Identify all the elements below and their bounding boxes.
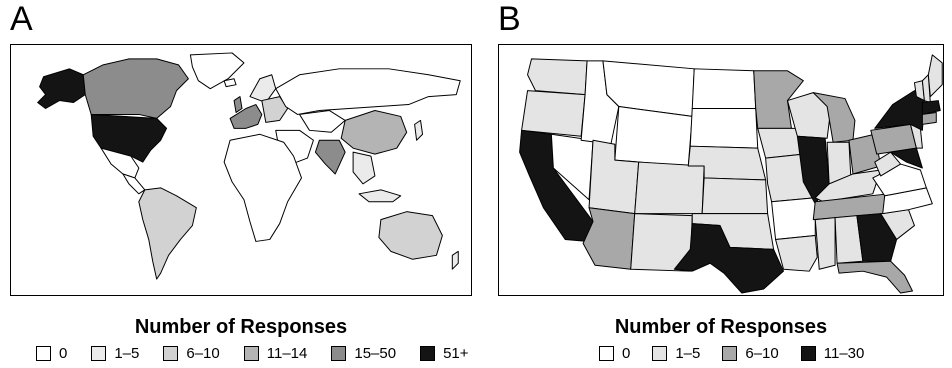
region-canada (82, 58, 189, 119)
state-maryland (890, 147, 923, 169)
legend-swatch (420, 346, 436, 361)
legend-title-b: Number of Responses (614, 316, 828, 338)
legend-a-item-4: 15–50 (331, 345, 396, 362)
legend-label: 1–5 (675, 345, 701, 362)
panel-b-letter: B (498, 0, 521, 38)
world-map (10, 44, 472, 296)
legend-b-item-3: 11–30 (800, 345, 865, 362)
state-louisiana (775, 234, 818, 272)
region-eastern-europe (261, 96, 289, 123)
state-massachusetts (921, 100, 941, 115)
legend-swatch (36, 346, 51, 361)
legend-label: 15–50 (354, 345, 397, 362)
state-north-dakota (691, 68, 757, 109)
legend-a-item-3: 11–14 (243, 345, 308, 362)
region-australia (378, 211, 443, 260)
legend-swatch (599, 346, 614, 361)
state-oregon (521, 90, 586, 137)
state-west-virginia (874, 151, 902, 177)
region-uk (233, 96, 243, 113)
legend-swatch (163, 346, 179, 361)
state-mississippi (814, 217, 836, 270)
world-map-svg (37, 52, 461, 280)
region-new-zealand (451, 250, 459, 270)
region-russia (275, 68, 461, 115)
legend-label: 11–30 (823, 345, 865, 362)
legend-swatch (722, 346, 738, 361)
legend-label: 0 (622, 345, 631, 362)
legend-a-item-2: 6–10 (163, 345, 220, 362)
region-africa (223, 133, 303, 242)
region-usa (90, 113, 168, 163)
state-maine (927, 54, 943, 98)
state-south-dakota (689, 107, 759, 149)
state-wisconsin (786, 92, 832, 139)
state-florida (836, 260, 913, 294)
region-kazakhstan (299, 109, 346, 133)
state-texas (673, 223, 784, 294)
region-alaska (37, 68, 86, 109)
state-minnesota (753, 70, 804, 129)
state-wyoming (614, 106, 693, 167)
region-greenland (189, 52, 245, 90)
region-china (340, 109, 408, 155)
panel-a-letter: A (10, 0, 33, 38)
legend-label: 51+ (443, 345, 469, 362)
region-japan (414, 119, 424, 141)
region-indonesia (358, 189, 402, 203)
legend-b-item-0: 0 (599, 345, 630, 362)
region-western-europe (229, 104, 263, 129)
legend-swatch (652, 346, 668, 361)
legend-label: 6–10 (186, 345, 220, 362)
legend-a-item-0: 0 (36, 345, 67, 362)
legend-swatch (243, 346, 259, 361)
state-washington (527, 58, 588, 96)
legend-b-item-1: 1–5 (652, 345, 700, 362)
legend-a: 0 1–5 6–10 11–14 15–50 51+ (36, 345, 469, 362)
legend-label: 0 (59, 345, 68, 362)
legend-swatch (331, 346, 347, 361)
region-central-america (122, 173, 146, 195)
state-colorado (634, 161, 705, 215)
legend-title-a: Number of Responses (134, 316, 348, 338)
state-arkansas (771, 197, 816, 240)
legend-swatch (91, 346, 107, 361)
state-arizona (582, 207, 636, 270)
legend-label: 6–10 (745, 345, 779, 362)
region-southeast-asia (352, 151, 376, 185)
legend-b: 0 1–5 6–10 11–30 (599, 345, 864, 362)
legend-a-item-1: 1–5 (91, 345, 139, 362)
us-map-svg (519, 54, 943, 294)
legend-swatch (800, 346, 816, 361)
state-georgia (856, 213, 898, 262)
legend-label: 11–14 (266, 345, 308, 362)
legend-label: 1–5 (114, 345, 140, 362)
region-south-america (138, 187, 197, 280)
state-connecticut (921, 111, 937, 125)
region-iceland (223, 78, 237, 88)
legend-b-item-2: 6–10 (722, 345, 779, 362)
legend-a-item-5: 51+ (420, 345, 469, 362)
us-map (498, 44, 944, 296)
state-kansas (701, 177, 769, 215)
region-india (314, 139, 346, 175)
